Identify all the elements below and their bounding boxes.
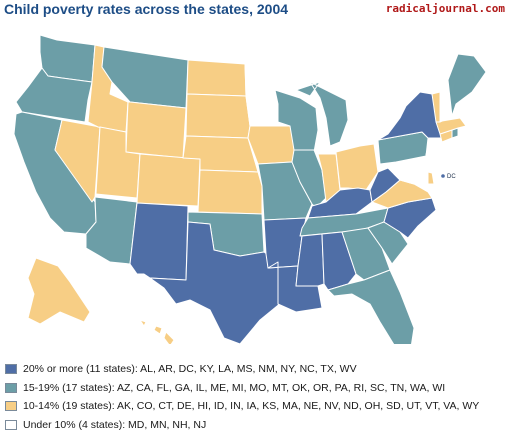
state-nv xyxy=(54,119,101,203)
legend-label: Under 10% (4 states): MD, MN, NH, NJ xyxy=(23,418,207,431)
legend-swatch xyxy=(5,401,17,412)
state-me xyxy=(447,53,487,117)
state-nd xyxy=(186,59,247,97)
state-ia xyxy=(247,125,297,165)
state-ma xyxy=(435,117,467,135)
legend-label: 20% or more (11 states): AL, AR, DC, KY,… xyxy=(23,363,357,376)
state-ks xyxy=(197,169,263,215)
legend-item: 10-14% (19 states): AK, CO, CT, DE, HI, … xyxy=(5,397,505,416)
legend-swatch xyxy=(5,382,17,393)
legend: 20% or more (11 states): AL, AR, DC, KY,… xyxy=(5,360,505,434)
state-md xyxy=(393,169,429,185)
legend-swatch xyxy=(5,419,17,430)
legend-item: Under 10% (4 states): MD, MN, NH, NJ xyxy=(5,416,505,435)
legend-label: 15-19% (17 states): AZ, CA, FL, GA, IL, … xyxy=(23,381,446,394)
us-map: DC xyxy=(0,22,509,344)
state-hi xyxy=(139,319,175,344)
dc-marker xyxy=(441,174,445,178)
state-or xyxy=(15,67,93,123)
state-wa xyxy=(39,34,96,83)
legend-item: 15-19% (17 states): AZ, CA, FL, GA, IL, … xyxy=(5,379,505,398)
state-nm xyxy=(129,202,189,281)
state-sd xyxy=(185,93,251,139)
state-fl xyxy=(327,269,415,344)
legend-label: 10-14% (19 states): AK, CO, CT, DE, HI, … xyxy=(23,400,480,413)
state-tx xyxy=(149,221,283,344)
state-mi xyxy=(295,81,349,147)
state-co xyxy=(136,153,201,207)
legend-swatch xyxy=(5,364,17,375)
legend-item: 20% or more (11 states): AL, AR, DC, KY,… xyxy=(5,360,505,379)
state-ak xyxy=(27,257,91,325)
state-de xyxy=(427,171,435,185)
dc-label: DC xyxy=(447,174,456,180)
brand-watermark: radicaljournal.com xyxy=(385,2,505,15)
state-oh xyxy=(335,143,379,191)
state-nj xyxy=(425,151,437,175)
map-title: Child poverty rates across the states, 2… xyxy=(4,1,289,17)
state-wy xyxy=(125,101,187,159)
